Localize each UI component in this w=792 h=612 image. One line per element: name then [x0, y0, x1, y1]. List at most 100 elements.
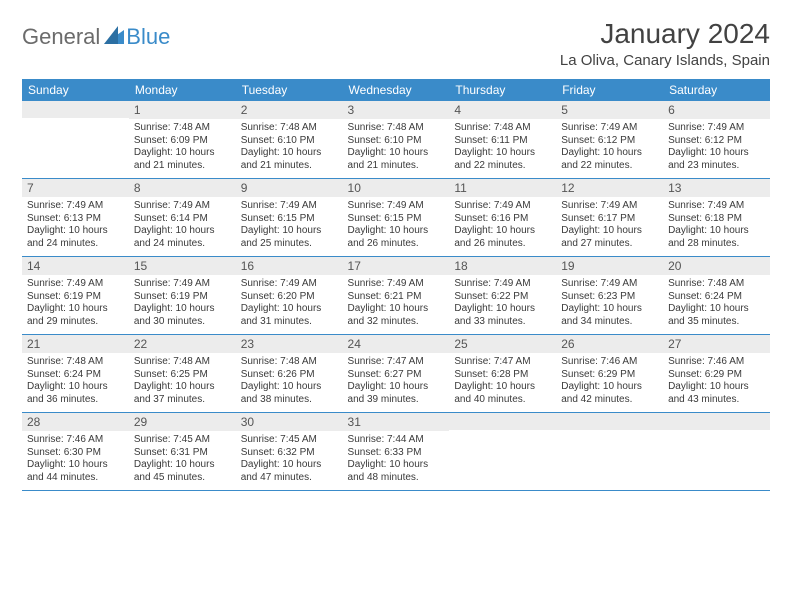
sunrise-line: Sunrise: 7:48 AM	[454, 122, 551, 135]
calendar-day-cell: 16Sunrise: 7:49 AMSunset: 6:20 PMDayligh…	[236, 257, 343, 335]
day-number: 24	[343, 335, 450, 353]
weekday-header: Wednesday	[343, 79, 450, 101]
day-body: Sunrise: 7:48 AMSunset: 6:11 PMDaylight:…	[449, 119, 556, 178]
day-body-empty	[663, 430, 770, 482]
day-body: Sunrise: 7:48 AMSunset: 6:09 PMDaylight:…	[129, 119, 236, 178]
sunrise-line: Sunrise: 7:45 AM	[134, 434, 231, 447]
daylight-line: Daylight: 10 hours and 35 minutes.	[668, 303, 765, 328]
day-number: 2	[236, 101, 343, 119]
header: General Blue January 2024 La Oliva, Cana…	[22, 18, 770, 69]
calendar-day-cell: 19Sunrise: 7:49 AMSunset: 6:23 PMDayligh…	[556, 257, 663, 335]
daylight-line: Daylight: 10 hours and 22 minutes.	[561, 147, 658, 172]
logo-mark-icon	[104, 26, 124, 49]
day-number-empty	[22, 101, 129, 118]
daylight-line: Daylight: 10 hours and 25 minutes.	[241, 225, 338, 250]
calendar-day-cell: 22Sunrise: 7:48 AMSunset: 6:25 PMDayligh…	[129, 335, 236, 413]
sunrise-line: Sunrise: 7:48 AM	[241, 356, 338, 369]
sunset-line: Sunset: 6:22 PM	[454, 291, 551, 304]
day-number: 8	[129, 179, 236, 197]
daylight-line: Daylight: 10 hours and 33 minutes.	[454, 303, 551, 328]
daylight-line: Daylight: 10 hours and 21 minutes.	[134, 147, 231, 172]
weekday-header: Friday	[556, 79, 663, 101]
sunrise-line: Sunrise: 7:49 AM	[27, 200, 124, 213]
day-body-empty	[22, 118, 129, 170]
daylight-line: Daylight: 10 hours and 43 minutes.	[668, 381, 765, 406]
daylight-line: Daylight: 10 hours and 28 minutes.	[668, 225, 765, 250]
daylight-line: Daylight: 10 hours and 37 minutes.	[134, 381, 231, 406]
day-number-empty	[556, 413, 663, 430]
logo-text-general: General	[22, 24, 100, 50]
day-body: Sunrise: 7:47 AMSunset: 6:27 PMDaylight:…	[343, 353, 450, 412]
weekday-header: Thursday	[449, 79, 556, 101]
sunrise-line: Sunrise: 7:48 AM	[348, 122, 445, 135]
day-body: Sunrise: 7:46 AMSunset: 6:30 PMDaylight:…	[22, 431, 129, 490]
daylight-line: Daylight: 10 hours and 45 minutes.	[134, 459, 231, 484]
sunset-line: Sunset: 6:32 PM	[241, 447, 338, 460]
calendar-day-cell: 27Sunrise: 7:46 AMSunset: 6:29 PMDayligh…	[663, 335, 770, 413]
day-body: Sunrise: 7:48 AMSunset: 6:10 PMDaylight:…	[343, 119, 450, 178]
sunset-line: Sunset: 6:16 PM	[454, 213, 551, 226]
daylight-line: Daylight: 10 hours and 27 minutes.	[561, 225, 658, 250]
calendar-day-cell: 12Sunrise: 7:49 AMSunset: 6:17 PMDayligh…	[556, 179, 663, 257]
sunset-line: Sunset: 6:10 PM	[348, 135, 445, 148]
day-number: 21	[22, 335, 129, 353]
sunrise-line: Sunrise: 7:46 AM	[27, 434, 124, 447]
sunrise-line: Sunrise: 7:49 AM	[561, 200, 658, 213]
calendar-week-row: 7Sunrise: 7:49 AMSunset: 6:13 PMDaylight…	[22, 179, 770, 257]
day-body: Sunrise: 7:48 AMSunset: 6:26 PMDaylight:…	[236, 353, 343, 412]
day-body: Sunrise: 7:46 AMSunset: 6:29 PMDaylight:…	[556, 353, 663, 412]
sunset-line: Sunset: 6:15 PM	[241, 213, 338, 226]
sunset-line: Sunset: 6:25 PM	[134, 369, 231, 382]
sunset-line: Sunset: 6:18 PM	[668, 213, 765, 226]
day-number: 30	[236, 413, 343, 431]
day-number: 19	[556, 257, 663, 275]
calendar-day-cell: 25Sunrise: 7:47 AMSunset: 6:28 PMDayligh…	[449, 335, 556, 413]
calendar-day-cell: 5Sunrise: 7:49 AMSunset: 6:12 PMDaylight…	[556, 101, 663, 179]
sunrise-line: Sunrise: 7:49 AM	[668, 122, 765, 135]
day-number-empty	[663, 413, 770, 430]
sunrise-line: Sunrise: 7:48 AM	[27, 356, 124, 369]
sunset-line: Sunset: 6:27 PM	[348, 369, 445, 382]
location: La Oliva, Canary Islands, Spain	[560, 52, 770, 69]
calendar-day-cell: 17Sunrise: 7:49 AMSunset: 6:21 PMDayligh…	[343, 257, 450, 335]
day-body: Sunrise: 7:49 AMSunset: 6:23 PMDaylight:…	[556, 275, 663, 334]
daylight-line: Daylight: 10 hours and 31 minutes.	[241, 303, 338, 328]
day-body: Sunrise: 7:46 AMSunset: 6:29 PMDaylight:…	[663, 353, 770, 412]
sunrise-line: Sunrise: 7:49 AM	[241, 200, 338, 213]
logo: General Blue	[22, 24, 170, 50]
sunset-line: Sunset: 6:33 PM	[348, 447, 445, 460]
day-body: Sunrise: 7:49 AMSunset: 6:12 PMDaylight:…	[556, 119, 663, 178]
daylight-line: Daylight: 10 hours and 30 minutes.	[134, 303, 231, 328]
day-body: Sunrise: 7:49 AMSunset: 6:18 PMDaylight:…	[663, 197, 770, 256]
sunset-line: Sunset: 6:23 PM	[561, 291, 658, 304]
day-number: 11	[449, 179, 556, 197]
daylight-line: Daylight: 10 hours and 38 minutes.	[241, 381, 338, 406]
day-number: 9	[236, 179, 343, 197]
sunset-line: Sunset: 6:19 PM	[27, 291, 124, 304]
sunset-line: Sunset: 6:09 PM	[134, 135, 231, 148]
day-number: 5	[556, 101, 663, 119]
sunrise-line: Sunrise: 7:49 AM	[561, 278, 658, 291]
calendar-day-cell: 29Sunrise: 7:45 AMSunset: 6:31 PMDayligh…	[129, 413, 236, 491]
daylight-line: Daylight: 10 hours and 23 minutes.	[668, 147, 765, 172]
weekday-header-row: Sunday Monday Tuesday Wednesday Thursday…	[22, 79, 770, 101]
calendar-day-cell: 2Sunrise: 7:48 AMSunset: 6:10 PMDaylight…	[236, 101, 343, 179]
sunset-line: Sunset: 6:21 PM	[348, 291, 445, 304]
calendar-day-cell: 11Sunrise: 7:49 AMSunset: 6:16 PMDayligh…	[449, 179, 556, 257]
sunset-line: Sunset: 6:26 PM	[241, 369, 338, 382]
calendar-week-row: 1Sunrise: 7:48 AMSunset: 6:09 PMDaylight…	[22, 101, 770, 179]
day-body: Sunrise: 7:49 AMSunset: 6:15 PMDaylight:…	[236, 197, 343, 256]
day-body: Sunrise: 7:49 AMSunset: 6:17 PMDaylight:…	[556, 197, 663, 256]
weekday-header: Tuesday	[236, 79, 343, 101]
sunset-line: Sunset: 6:11 PM	[454, 135, 551, 148]
sunrise-line: Sunrise: 7:44 AM	[348, 434, 445, 447]
calendar-day-cell: 24Sunrise: 7:47 AMSunset: 6:27 PMDayligh…	[343, 335, 450, 413]
day-body: Sunrise: 7:49 AMSunset: 6:14 PMDaylight:…	[129, 197, 236, 256]
day-number: 1	[129, 101, 236, 119]
calendar-day-cell	[449, 413, 556, 491]
calendar-day-cell: 9Sunrise: 7:49 AMSunset: 6:15 PMDaylight…	[236, 179, 343, 257]
day-number: 20	[663, 257, 770, 275]
day-body: Sunrise: 7:48 AMSunset: 6:10 PMDaylight:…	[236, 119, 343, 178]
calendar-day-cell: 14Sunrise: 7:49 AMSunset: 6:19 PMDayligh…	[22, 257, 129, 335]
day-body: Sunrise: 7:49 AMSunset: 6:19 PMDaylight:…	[22, 275, 129, 334]
